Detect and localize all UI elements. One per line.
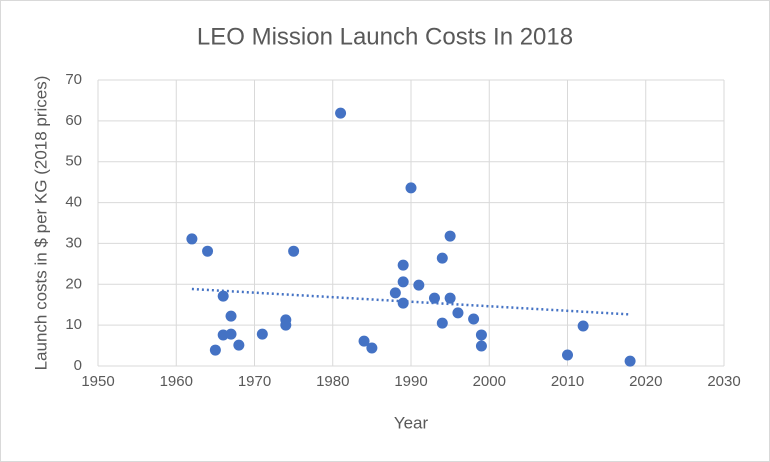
point [186,233,198,245]
point [366,342,378,354]
x-tick-label: 2000 [473,373,506,390]
x-tick-label: 1950 [81,373,114,390]
point [436,252,448,264]
x-tick-label: 1990 [394,373,427,390]
point [475,340,487,352]
point [256,328,268,340]
point [444,292,456,304]
point [562,349,573,361]
x-tick-label: 2020 [629,373,662,390]
x-tick-label: 2030 [707,373,740,390]
y-tick-label: 60 [65,112,82,129]
point [233,339,245,351]
y-tick-label: 50 [65,153,82,170]
y-tick-label: 20 [65,275,82,292]
point [577,320,589,332]
point [397,297,409,309]
x-axis-title: Year [394,413,429,432]
point [436,317,448,329]
chart-title: LEO Mission Launch Costs In 2018 [197,23,573,50]
point [202,245,214,257]
point [335,107,347,119]
point [288,245,300,257]
point [452,307,464,319]
point [225,310,237,322]
point [475,329,487,341]
x-tick-label: 1970 [238,373,271,390]
point [397,276,409,288]
point [225,328,237,340]
x-tick-label: 1960 [160,373,193,390]
y-axis-title: Launch costs in $ per KG (2018 prices) [31,76,50,371]
point [444,230,456,242]
y-tick-label: 0 [74,357,82,374]
point [405,182,417,194]
point [280,319,292,331]
point [389,287,401,299]
y-tick-label: 70 [65,71,82,88]
y-tick-label: 10 [65,316,82,333]
x-tick-label: 2010 [551,373,584,390]
y-tick-label: 30 [65,234,82,251]
trendline [191,287,631,316]
point [217,290,229,302]
x-tick-label: 1980 [316,373,349,390]
point [468,313,480,325]
y-tick-label: 40 [65,194,82,211]
point [428,292,440,304]
point [358,335,370,347]
point [209,344,221,356]
point [624,355,636,367]
point [397,259,409,271]
point [413,279,425,291]
